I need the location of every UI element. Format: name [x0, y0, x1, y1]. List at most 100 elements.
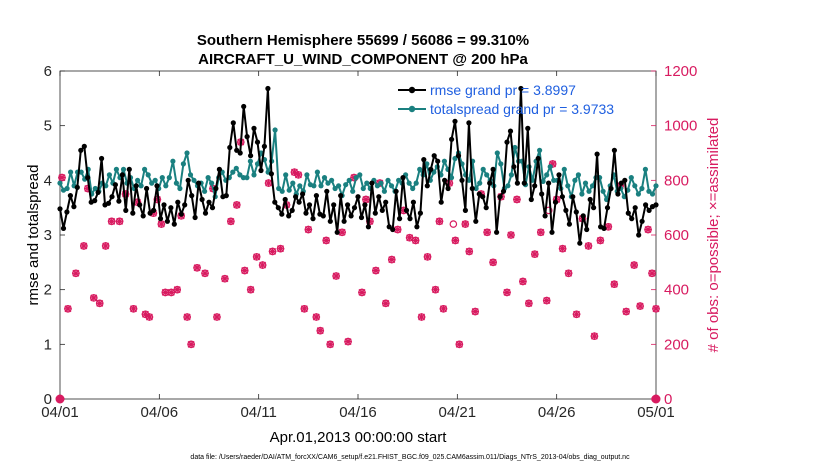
rmse-point	[351, 205, 358, 211]
rmse-point	[539, 191, 545, 197]
obs-count-point	[157, 220, 166, 228]
rmse-point	[473, 218, 479, 224]
y-axis-right: 0 200 400 600 800 1000 1200	[651, 63, 697, 408]
rmse-point	[500, 188, 507, 194]
rmse-point	[556, 172, 562, 178]
legend-spread-marker	[408, 105, 416, 113]
obs-count-point	[519, 277, 527, 286]
rmse-point	[494, 229, 500, 235]
obs-count-point	[596, 236, 605, 245]
obs-count-point	[584, 242, 593, 250]
spread-point	[586, 188, 592, 194]
rmse-point	[192, 214, 198, 221]
rmse-point	[369, 180, 375, 186]
rmse-point	[372, 210, 378, 216]
rmse-point	[407, 216, 413, 222]
rmse-point	[455, 153, 462, 159]
obs-count-point	[382, 299, 390, 308]
data-file-footnote: data file: /Users/raeder/DAI/ATM_forcXX/…	[190, 454, 630, 461]
rmse-point	[549, 229, 555, 235]
rmse-point	[452, 118, 458, 124]
rmse-point	[67, 193, 73, 199]
spread-point	[413, 180, 419, 186]
rmse-point	[521, 180, 527, 186]
obs-count-point	[610, 280, 619, 289]
rmse-point	[449, 136, 455, 142]
rmse-point	[563, 207, 569, 213]
spread-point	[304, 172, 310, 178]
rmse-point	[275, 205, 281, 211]
rmse-point	[466, 120, 472, 126]
spread-point	[547, 164, 553, 170]
spread-point	[350, 188, 356, 194]
spread-point	[508, 172, 514, 178]
rmse-point	[483, 205, 489, 211]
obs-count-point	[201, 269, 209, 278]
obs-count-point	[193, 263, 201, 272]
rmse-point	[182, 202, 188, 208]
spread-point	[646, 188, 652, 194]
spread-point	[177, 185, 183, 192]
spread-point	[321, 175, 328, 181]
spread-point	[230, 169, 236, 175]
rmse-point	[258, 167, 264, 174]
obs-count-point	[531, 250, 539, 258]
spread-point	[575, 172, 582, 178]
spread-point	[396, 177, 402, 183]
rmse-point	[244, 134, 250, 140]
rmse-point	[397, 216, 403, 222]
spread-point	[254, 161, 261, 167]
rmse-point	[625, 210, 631, 216]
spread-point	[378, 180, 384, 186]
spread-point	[498, 161, 504, 167]
x-tick-label: 04/16	[339, 404, 377, 421]
y-right-tick-label: 0	[664, 391, 672, 408]
y-right-tick-label: 200	[664, 336, 689, 353]
spread-point	[149, 180, 155, 186]
spread-point	[473, 185, 479, 192]
y-left-tick-label: 3	[44, 227, 52, 244]
spread-point	[551, 177, 557, 183]
rmse-point	[95, 189, 101, 195]
rmse-point	[196, 180, 202, 186]
obs-count-point	[387, 255, 396, 264]
rmse-point	[338, 193, 344, 199]
x-axis-label: Apr.01,2013 00:00:00 start	[270, 429, 448, 446]
obs-count-point	[439, 304, 448, 313]
rmse-point	[306, 202, 313, 208]
obs-count-point	[417, 313, 426, 321]
rmse-point	[636, 232, 642, 238]
spread-point	[336, 183, 342, 189]
obs-count-point	[572, 310, 581, 319]
spread-point	[406, 180, 412, 186]
rmse-point	[414, 224, 420, 230]
spread-point	[311, 183, 317, 189]
rmse-point	[611, 147, 618, 153]
rmse-point	[532, 183, 538, 189]
rmse-point	[57, 206, 63, 212]
rmse-point	[355, 194, 361, 200]
legend-spread-label: totalspread grand pr = 3.9733	[430, 101, 614, 117]
obs-count-point	[187, 340, 195, 349]
spread-point	[582, 180, 589, 186]
rmse-point	[552, 199, 559, 205]
x-tick-label: 05/01	[637, 404, 675, 421]
spread-point	[251, 172, 257, 178]
spread-point	[325, 180, 331, 186]
spread-point	[205, 175, 211, 181]
rmse-point	[265, 85, 271, 92]
obs-count-point	[101, 242, 110, 250]
rmse-point	[400, 175, 406, 181]
obs-count-point	[455, 340, 464, 349]
obs-count-point	[636, 302, 644, 310]
spread-point	[78, 169, 84, 175]
rmse-point	[209, 205, 216, 211]
rmse-point	[109, 194, 115, 200]
obs-count-point	[372, 266, 380, 275]
legend-rmse-label: rmse grand pr = 3.8997	[430, 82, 576, 98]
x-tick-label: 04/11	[240, 404, 276, 421]
spread-point	[244, 175, 250, 181]
rmse-point	[490, 166, 496, 172]
spread-point	[180, 161, 186, 167]
spread-point	[142, 166, 148, 172]
